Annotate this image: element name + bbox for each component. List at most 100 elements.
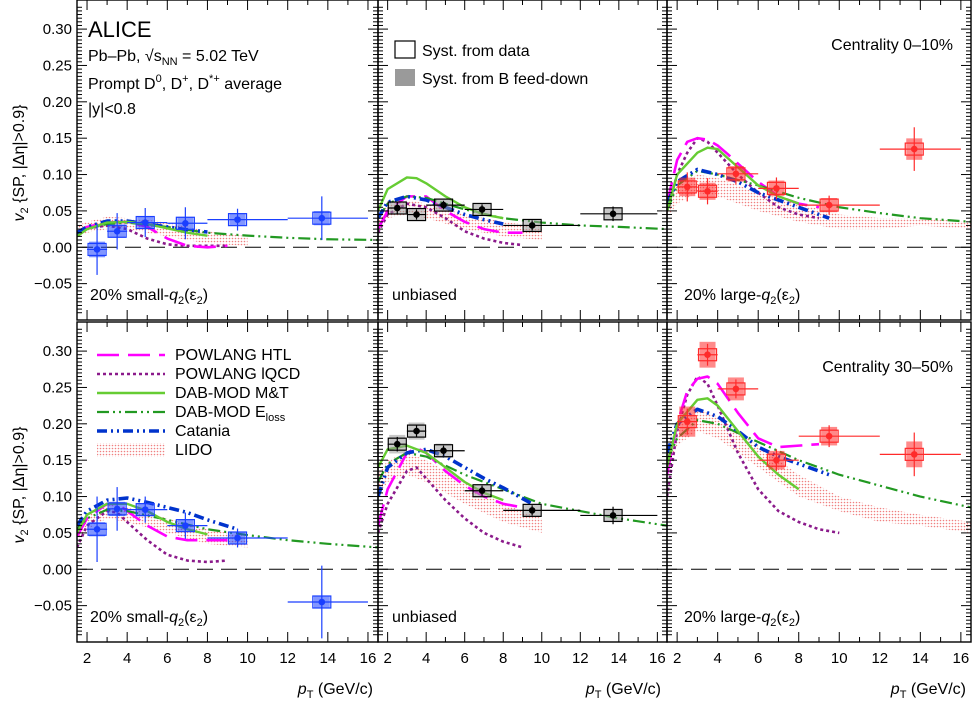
model-curve-powlang-htl bbox=[667, 136, 820, 209]
data-syst-box bbox=[387, 201, 407, 215]
y-axis-title-bottom: v2 {SP, |Δη|>0.9} bbox=[11, 426, 31, 544]
panel-label-r1-p1: unbiased bbox=[392, 609, 457, 626]
y-axis-title-top: v2 {SP, |Δη|>0.9} bbox=[11, 104, 31, 222]
x-tick-label: 12 bbox=[572, 650, 589, 667]
y-tick-label: 0.25 bbox=[43, 57, 72, 74]
x-tick-label: 2 bbox=[383, 650, 391, 667]
data-point bbox=[413, 427, 420, 435]
centrality-label-top: Centrality 0–10% bbox=[831, 37, 953, 54]
x-tick-label: 10 bbox=[831, 650, 848, 667]
data-point bbox=[732, 385, 740, 393]
data-syst-box bbox=[433, 198, 454, 212]
x-tick-label: 8 bbox=[795, 650, 803, 667]
panel-border bbox=[377, 321, 668, 643]
data-point bbox=[528, 507, 536, 514]
panel-points-r1-p0 bbox=[87, 487, 368, 639]
data-syst-box bbox=[766, 181, 787, 195]
model-curve-powlang-htl bbox=[378, 195, 523, 235]
experiment-label: ALICE bbox=[88, 17, 152, 42]
data-point bbox=[141, 219, 149, 226]
data-syst-box bbox=[603, 207, 623, 221]
data-syst-box bbox=[135, 215, 155, 230]
y-tick-label: 0.05 bbox=[43, 525, 72, 542]
data-point bbox=[683, 183, 691, 191]
data-syst-box bbox=[677, 180, 697, 194]
data-point bbox=[318, 214, 326, 222]
data-syst-box bbox=[904, 447, 924, 461]
data-point bbox=[825, 201, 833, 209]
panel-label-r1-p2: 20% large-q2(ε2) bbox=[684, 609, 800, 629]
legend-label-powlang-lqcd: POWLANG lQCD bbox=[175, 366, 300, 383]
panel-frame-r0-p2 bbox=[666, 0, 972, 321]
data-syst-box bbox=[227, 531, 248, 545]
data-point bbox=[910, 145, 918, 153]
panel-label-r0-p1: unbiased bbox=[392, 287, 457, 304]
data-point bbox=[182, 522, 189, 529]
model-curve-catania bbox=[667, 407, 830, 477]
data-syst-box bbox=[819, 429, 839, 443]
model-curve-dabmod-eloss bbox=[378, 451, 667, 527]
y-tick-label: 0.30 bbox=[43, 21, 72, 38]
legend-label-dabmod-mt: DAB-MOD M&T bbox=[175, 385, 289, 402]
centrality-label-bottom: Centrality 30–50% bbox=[822, 359, 953, 376]
data-syst-box bbox=[603, 508, 623, 523]
panel-points-r0-p2 bbox=[677, 127, 961, 215]
x-tick-label: 8 bbox=[499, 650, 507, 667]
y-tick-label: 0.20 bbox=[43, 94, 72, 111]
data-point bbox=[234, 534, 241, 542]
syst-data-legend-label: Syst. from data bbox=[422, 43, 530, 60]
y-tick-label: 0.10 bbox=[43, 167, 72, 184]
syst-data-legend-box bbox=[394, 40, 416, 59]
data-point bbox=[910, 451, 918, 458]
model-band-lido bbox=[667, 409, 971, 533]
data-syst-box bbox=[433, 444, 454, 458]
data-points-layer bbox=[87, 127, 961, 639]
panel-frame-r1-p2: 2 4 6 8 10 12 14 16 bbox=[666, 321, 972, 667]
syst-b-legend-box bbox=[395, 69, 415, 86]
data-syst-box bbox=[766, 453, 787, 467]
x-tick-label: 12 bbox=[871, 650, 888, 667]
y-tick-label: 0.10 bbox=[43, 489, 72, 506]
data-syst-box bbox=[87, 242, 107, 257]
legend-label-text: DAB-MOD M&T bbox=[175, 385, 289, 402]
data-syst-box bbox=[697, 184, 718, 198]
data-syst-box bbox=[726, 167, 746, 181]
panel-label-r0-p2: 20% large-q2(ε2) bbox=[684, 287, 800, 307]
data-point bbox=[825, 432, 833, 440]
x-tick-label: 4 bbox=[123, 650, 131, 667]
axes-frame-layer: −0.05 0.00 0.05 0.10 0.15 0.20 0.25 0.30 −0.05 0.… bbox=[34, 0, 972, 667]
data-syst-box bbox=[406, 424, 427, 438]
legend-label-dabmod-eloss: DAB-MOD Eloss bbox=[175, 404, 286, 424]
data-syst-box bbox=[312, 595, 332, 609]
data-syst-box bbox=[175, 216, 195, 230]
data-syst-box bbox=[904, 142, 924, 156]
model-band-lido bbox=[378, 452, 542, 533]
y-tick-label: 0.30 bbox=[43, 343, 72, 360]
y-tick-label: 0.15 bbox=[43, 130, 72, 147]
x-tick-label: 10 bbox=[239, 650, 256, 667]
data-point bbox=[393, 440, 401, 448]
data-point bbox=[478, 487, 486, 495]
data-syst-box bbox=[819, 198, 839, 212]
x-tick-label: 16 bbox=[360, 650, 377, 667]
data-point bbox=[440, 201, 447, 209]
model-curve-powlang-lqcd bbox=[667, 136, 820, 220]
x-tick-label: 16 bbox=[649, 650, 666, 667]
x-tick-label: 14 bbox=[610, 650, 627, 667]
x-tick-label: 14 bbox=[912, 650, 929, 667]
system-label: Pb–Pb, √sNN = 5.02 TeV bbox=[88, 48, 259, 68]
x-axis-title-2: pT (GeV/c) bbox=[585, 681, 661, 701]
data-syst-box bbox=[107, 502, 127, 516]
x-tick-label: 12 bbox=[279, 650, 296, 667]
model-curve-powlang-htl bbox=[667, 375, 820, 475]
species-label: Prompt D0, D+, D*+ average bbox=[88, 73, 282, 93]
data-syst-box bbox=[87, 522, 107, 536]
data-syst-box bbox=[726, 382, 746, 396]
data-point bbox=[182, 219, 189, 227]
y-tick-label: 0.25 bbox=[43, 379, 72, 396]
y-tick-label: 0.00 bbox=[43, 239, 72, 256]
panel-models-r1-p2 bbox=[667, 375, 971, 570]
data-point bbox=[704, 187, 711, 195]
legend-label-text: DAB-MOD E bbox=[175, 404, 266, 421]
